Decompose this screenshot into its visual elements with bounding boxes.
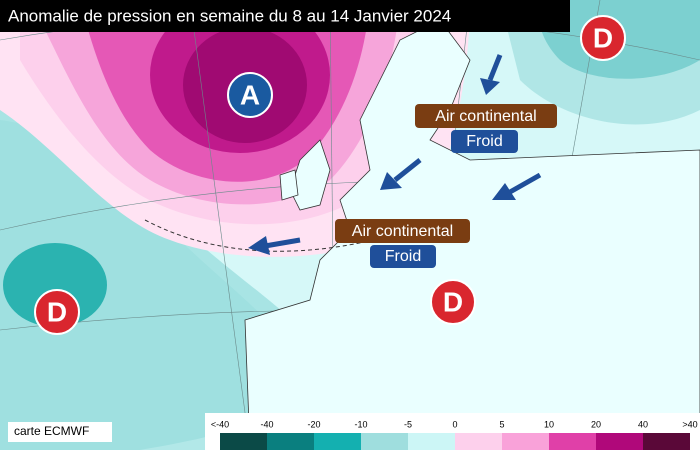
- legend-tick-label: 0: [452, 419, 457, 429]
- legend-tick-label: -40: [260, 419, 273, 429]
- flow-arrows: [248, 54, 542, 255]
- legend-tick-label: 5: [499, 419, 504, 429]
- source-box: [8, 422, 112, 442]
- legend-swatch: [361, 433, 408, 450]
- center-label: D: [443, 286, 463, 317]
- legend-tick-label: <-40: [211, 419, 229, 429]
- legend-swatch: [502, 433, 549, 450]
- airmass-box: [415, 104, 557, 128]
- legend-swatch: [549, 433, 596, 450]
- center-label: D: [593, 22, 613, 53]
- annotations: Air continental Froid Air continental Froid: [335, 104, 557, 268]
- airmass-label: Air continental: [435, 108, 536, 125]
- coastlines: [244, 19, 700, 450]
- temperature-box: [370, 245, 436, 268]
- temperature-box: [451, 130, 518, 153]
- pressure-center: [34, 289, 80, 335]
- source: carte ECMWF: [14, 424, 89, 438]
- pressure-center: [227, 72, 273, 118]
- legend-swatch: [596, 433, 643, 450]
- pressure-center: [580, 15, 626, 61]
- legend-swatch: [220, 433, 267, 450]
- title-box: [0, 0, 570, 32]
- legend: <-40 -40 -20 -10 -5 0 5 10 20 40 >40: [211, 419, 698, 450]
- legend-tick-label: -20: [307, 419, 320, 429]
- legend-tick-label: 40: [638, 419, 648, 429]
- airmass-box: [335, 219, 470, 243]
- legend-swatch: [643, 433, 690, 450]
- legend-tick-label: -5: [404, 419, 412, 429]
- negative-core: [3, 243, 107, 327]
- legend-swatch: [455, 433, 502, 450]
- negative-anomaly: [0, 120, 301, 450]
- temperature-label: Froid: [466, 133, 502, 150]
- legend-tick-label: 20: [591, 419, 601, 429]
- pressure-center: [430, 279, 476, 325]
- legend-tick-label: -10: [354, 419, 367, 429]
- airmass-label: Air continental: [352, 223, 453, 240]
- legend-swatch: [267, 433, 314, 450]
- legend-tick-label: 10: [544, 419, 554, 429]
- legend-tick-label: >40: [682, 419, 697, 429]
- legend-swatch: [314, 433, 361, 450]
- pressure-centers: A D D D: [34, 15, 626, 335]
- legend-swatch: [408, 433, 455, 450]
- center-label: D: [47, 296, 67, 327]
- title: Anomalie de pression en semaine du 8 au …: [8, 6, 451, 25]
- temperature-label: Froid: [385, 248, 421, 265]
- center-label: A: [240, 79, 260, 110]
